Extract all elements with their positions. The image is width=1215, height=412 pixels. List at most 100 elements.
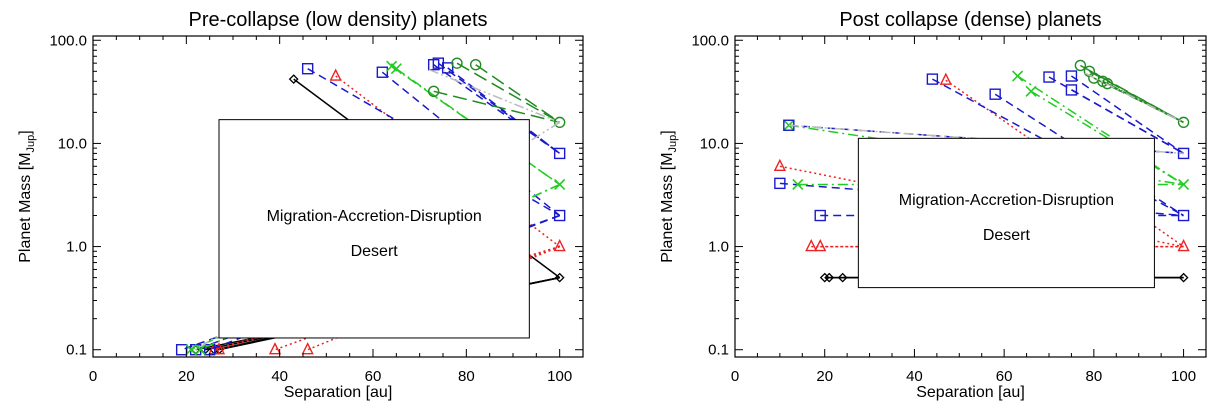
x-tick-label: 20 <box>178 368 195 385</box>
y-tick-label: 100.0 <box>691 32 729 49</box>
y-axis-label: Planet Mass [MJup] <box>659 130 679 262</box>
x-marker <box>194 344 206 356</box>
diamond-marker <box>824 272 835 283</box>
y-tick-label: 0.1 <box>66 342 87 359</box>
circle-marker <box>1074 59 1087 72</box>
x-marker <box>554 178 566 191</box>
desert-label-line2: Desert <box>351 243 399 260</box>
triangle-marker <box>268 342 282 355</box>
square-marker <box>301 63 314 75</box>
square-marker <box>175 344 188 356</box>
x-marker <box>792 178 804 191</box>
circle-marker <box>469 58 482 71</box>
circle-marker <box>1177 116 1190 129</box>
square-marker <box>926 73 939 85</box>
triangle-marker <box>773 158 786 172</box>
track-line <box>433 90 560 124</box>
triangle-marker <box>939 72 952 85</box>
square-marker <box>1177 209 1190 222</box>
triangle-marker <box>329 68 342 81</box>
triangle-marker <box>814 239 827 252</box>
x-tick-label: 80 <box>458 368 475 385</box>
track-line <box>475 64 561 124</box>
desert-box <box>218 119 530 339</box>
track-line <box>1071 89 1184 155</box>
x-tick-label: 100 <box>1171 368 1196 385</box>
square-marker <box>376 66 389 78</box>
plot-frame <box>92 35 584 358</box>
x-tick-label: 20 <box>816 368 833 385</box>
track-line <box>1070 75 1185 155</box>
x-tick-label: 60 <box>365 368 382 385</box>
chart-title: Post collapse (dense) planets <box>839 9 1101 31</box>
square-marker <box>441 62 454 74</box>
series-mass-8-4 <box>427 57 566 160</box>
x-marker <box>185 344 197 356</box>
y-tick-label: 1.0 <box>708 239 729 256</box>
y-tick-label: 10.0 <box>700 135 729 152</box>
diamond-marker <box>288 74 299 85</box>
desert-box <box>857 137 1155 289</box>
chart-title: Pre-collapse (low density) planets <box>188 9 487 31</box>
triangle-marker <box>553 239 566 252</box>
x-tick-label: 40 <box>271 368 288 385</box>
y-axis-label-main: Planet Mass [M <box>17 152 34 262</box>
x-marker <box>1012 70 1024 82</box>
square-marker <box>814 209 826 222</box>
track-line <box>456 62 561 124</box>
y-tick-label: 1.0 <box>66 239 87 256</box>
x-axis-label: Separation [au] <box>916 384 1025 401</box>
square-marker <box>1065 84 1078 96</box>
y-axis-label-main: Planet Mass [M <box>659 152 676 262</box>
y-tick-label: 100.0 <box>49 32 87 49</box>
diamond-marker <box>1178 272 1189 283</box>
plot-frame <box>734 35 1207 358</box>
x-tick-label: 100 <box>547 368 572 385</box>
chart-panel-2: Post collapse (dense) planets Migration-A… <box>659 9 1207 401</box>
x-tick-label: 80 <box>1086 368 1103 385</box>
square-marker <box>553 147 566 160</box>
y-axis-label: Planet Mass [MJup] <box>17 130 37 262</box>
y-tick-label: 0.1 <box>708 342 729 359</box>
track-line <box>1017 75 1185 186</box>
diamond-marker <box>837 272 848 283</box>
triangle-marker <box>805 239 818 252</box>
x-marker <box>1025 85 1037 97</box>
circle-marker <box>553 116 566 129</box>
track-line <box>1084 72 1184 124</box>
x-tick-label: 0 <box>731 368 739 385</box>
circle-marker <box>427 85 440 98</box>
x-tick-label: 40 <box>906 368 923 385</box>
y-axis-label-close: ] <box>17 130 34 134</box>
chart-panel-1: Pre-collapse (low density) planets Migrat… <box>17 9 584 401</box>
x-axis-label: Separation [au] <box>284 384 393 401</box>
series-mass-16-5 <box>427 57 566 129</box>
y-axis-label-subscript: Jup <box>667 135 679 153</box>
x-tick-label: 0 <box>89 368 97 385</box>
triangle-marker <box>1177 239 1190 252</box>
diamond-marker <box>554 272 565 283</box>
circle-marker <box>451 57 463 69</box>
square-marker <box>1043 71 1055 83</box>
square-marker <box>1065 70 1078 82</box>
track-line <box>788 124 1184 186</box>
desert-label-line2: Desert <box>983 227 1031 244</box>
circle-marker <box>1097 75 1109 88</box>
track-line <box>428 68 560 124</box>
square-marker <box>1177 147 1190 160</box>
x-marker <box>390 63 402 75</box>
y-tick-label: 10.0 <box>58 135 87 152</box>
desert-label-line1: Migration-Accretion-Disruption <box>267 208 482 225</box>
triangle-marker <box>301 342 314 355</box>
square-marker <box>989 88 1001 100</box>
square-marker <box>774 177 786 190</box>
y-axis-label-close: ] <box>659 130 676 134</box>
track-line <box>447 67 561 154</box>
desert-label-line1: Migration-Accretion-Disruption <box>899 192 1114 209</box>
series-mass-16-5 <box>1074 59 1190 129</box>
x-tick-label: 60 <box>996 368 1013 385</box>
square-marker <box>553 209 566 222</box>
y-axis-label-subscript: Jup <box>25 135 37 153</box>
x-marker <box>1178 178 1190 191</box>
